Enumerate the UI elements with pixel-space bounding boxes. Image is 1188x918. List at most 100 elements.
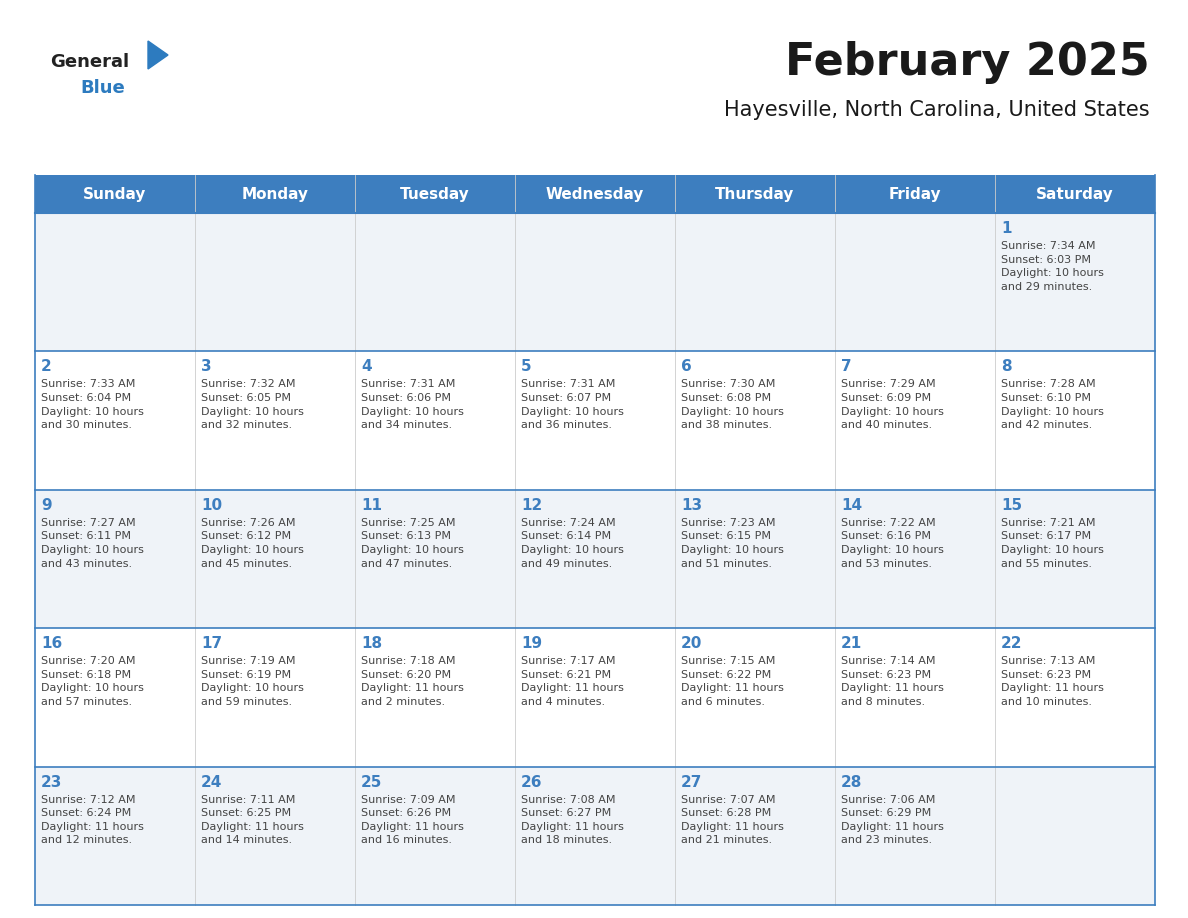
Text: Hayesville, North Carolina, United States: Hayesville, North Carolina, United State… — [725, 100, 1150, 120]
Bar — [675, 767, 835, 905]
Text: 21: 21 — [841, 636, 862, 651]
Bar — [516, 490, 675, 628]
Text: 8: 8 — [1001, 360, 1012, 375]
Bar — [34, 767, 195, 905]
Text: Sunrise: 7:07 AM
Sunset: 6:28 PM
Daylight: 11 hours
and 21 minutes.: Sunrise: 7:07 AM Sunset: 6:28 PM Dayligh… — [681, 795, 784, 845]
Bar — [516, 213, 675, 352]
Text: 15: 15 — [1001, 498, 1022, 513]
Text: 4: 4 — [361, 360, 372, 375]
Text: Tuesday: Tuesday — [400, 186, 470, 201]
Bar — [996, 628, 1155, 767]
Bar — [516, 175, 675, 213]
Text: Sunrise: 7:22 AM
Sunset: 6:16 PM
Daylight: 10 hours
and 53 minutes.: Sunrise: 7:22 AM Sunset: 6:16 PM Dayligh… — [841, 518, 944, 568]
Text: 23: 23 — [42, 775, 63, 789]
Text: Blue: Blue — [80, 79, 125, 97]
Text: 26: 26 — [522, 775, 543, 789]
Text: Sunrise: 7:14 AM
Sunset: 6:23 PM
Daylight: 11 hours
and 8 minutes.: Sunrise: 7:14 AM Sunset: 6:23 PM Dayligh… — [841, 656, 944, 707]
Text: Sunrise: 7:30 AM
Sunset: 6:08 PM
Daylight: 10 hours
and 38 minutes.: Sunrise: 7:30 AM Sunset: 6:08 PM Dayligh… — [681, 379, 784, 431]
Text: General: General — [50, 53, 129, 71]
Text: Friday: Friday — [889, 186, 941, 201]
Text: Sunrise: 7:06 AM
Sunset: 6:29 PM
Daylight: 11 hours
and 23 minutes.: Sunrise: 7:06 AM Sunset: 6:29 PM Dayligh… — [841, 795, 944, 845]
Bar — [675, 352, 835, 490]
Bar — [996, 175, 1155, 213]
Bar — [996, 490, 1155, 628]
Text: Sunrise: 7:17 AM
Sunset: 6:21 PM
Daylight: 11 hours
and 4 minutes.: Sunrise: 7:17 AM Sunset: 6:21 PM Dayligh… — [522, 656, 624, 707]
Bar — [516, 767, 675, 905]
Text: 1: 1 — [1001, 221, 1011, 236]
Bar — [516, 628, 675, 767]
Text: Thursday: Thursday — [715, 186, 795, 201]
Text: Sunrise: 7:20 AM
Sunset: 6:18 PM
Daylight: 10 hours
and 57 minutes.: Sunrise: 7:20 AM Sunset: 6:18 PM Dayligh… — [42, 656, 144, 707]
Text: 11: 11 — [361, 498, 383, 513]
Bar — [355, 767, 516, 905]
Text: Monday: Monday — [241, 186, 309, 201]
Bar — [34, 490, 195, 628]
Text: 5: 5 — [522, 360, 531, 375]
Text: Sunrise: 7:18 AM
Sunset: 6:20 PM
Daylight: 11 hours
and 2 minutes.: Sunrise: 7:18 AM Sunset: 6:20 PM Dayligh… — [361, 656, 463, 707]
Bar — [355, 628, 516, 767]
Text: 25: 25 — [361, 775, 383, 789]
Text: 18: 18 — [361, 636, 383, 651]
Text: Sunrise: 7:28 AM
Sunset: 6:10 PM
Daylight: 10 hours
and 42 minutes.: Sunrise: 7:28 AM Sunset: 6:10 PM Dayligh… — [1001, 379, 1104, 431]
Bar — [195, 490, 355, 628]
Text: 28: 28 — [841, 775, 862, 789]
Text: Sunrise: 7:31 AM
Sunset: 6:06 PM
Daylight: 10 hours
and 34 minutes.: Sunrise: 7:31 AM Sunset: 6:06 PM Dayligh… — [361, 379, 463, 431]
Text: Wednesday: Wednesday — [545, 186, 644, 201]
Text: 27: 27 — [681, 775, 702, 789]
Text: 14: 14 — [841, 498, 862, 513]
Bar — [355, 352, 516, 490]
Bar — [835, 767, 996, 905]
Text: 3: 3 — [201, 360, 211, 375]
Text: February 2025: February 2025 — [785, 40, 1150, 84]
Bar — [835, 490, 996, 628]
Text: Sunrise: 7:33 AM
Sunset: 6:04 PM
Daylight: 10 hours
and 30 minutes.: Sunrise: 7:33 AM Sunset: 6:04 PM Dayligh… — [42, 379, 144, 431]
Text: Sunrise: 7:27 AM
Sunset: 6:11 PM
Daylight: 10 hours
and 43 minutes.: Sunrise: 7:27 AM Sunset: 6:11 PM Dayligh… — [42, 518, 144, 568]
Bar — [34, 213, 195, 352]
Text: 7: 7 — [841, 360, 852, 375]
Text: Sunrise: 7:25 AM
Sunset: 6:13 PM
Daylight: 10 hours
and 47 minutes.: Sunrise: 7:25 AM Sunset: 6:13 PM Dayligh… — [361, 518, 463, 568]
Text: Sunrise: 7:08 AM
Sunset: 6:27 PM
Daylight: 11 hours
and 18 minutes.: Sunrise: 7:08 AM Sunset: 6:27 PM Dayligh… — [522, 795, 624, 845]
Text: 16: 16 — [42, 636, 62, 651]
Text: Sunrise: 7:15 AM
Sunset: 6:22 PM
Daylight: 11 hours
and 6 minutes.: Sunrise: 7:15 AM Sunset: 6:22 PM Dayligh… — [681, 656, 784, 707]
Bar — [355, 213, 516, 352]
Bar — [195, 213, 355, 352]
Bar — [355, 175, 516, 213]
Bar — [835, 213, 996, 352]
Bar — [516, 352, 675, 490]
Bar — [34, 175, 195, 213]
Text: Sunrise: 7:19 AM
Sunset: 6:19 PM
Daylight: 10 hours
and 59 minutes.: Sunrise: 7:19 AM Sunset: 6:19 PM Dayligh… — [201, 656, 304, 707]
Bar — [675, 213, 835, 352]
Bar — [195, 628, 355, 767]
Text: Sunday: Sunday — [83, 186, 146, 201]
Bar — [675, 490, 835, 628]
Text: 13: 13 — [681, 498, 702, 513]
Text: 2: 2 — [42, 360, 52, 375]
Text: Sunrise: 7:31 AM
Sunset: 6:07 PM
Daylight: 10 hours
and 36 minutes.: Sunrise: 7:31 AM Sunset: 6:07 PM Dayligh… — [522, 379, 624, 431]
Text: 24: 24 — [201, 775, 222, 789]
Text: Sunrise: 7:12 AM
Sunset: 6:24 PM
Daylight: 11 hours
and 12 minutes.: Sunrise: 7:12 AM Sunset: 6:24 PM Dayligh… — [42, 795, 144, 845]
Text: 10: 10 — [201, 498, 222, 513]
Text: Sunrise: 7:21 AM
Sunset: 6:17 PM
Daylight: 10 hours
and 55 minutes.: Sunrise: 7:21 AM Sunset: 6:17 PM Dayligh… — [1001, 518, 1104, 568]
Text: Sunrise: 7:09 AM
Sunset: 6:26 PM
Daylight: 11 hours
and 16 minutes.: Sunrise: 7:09 AM Sunset: 6:26 PM Dayligh… — [361, 795, 463, 845]
Bar — [355, 490, 516, 628]
Text: 17: 17 — [201, 636, 222, 651]
Text: Sunrise: 7:34 AM
Sunset: 6:03 PM
Daylight: 10 hours
and 29 minutes.: Sunrise: 7:34 AM Sunset: 6:03 PM Dayligh… — [1001, 241, 1104, 292]
Text: Sunrise: 7:11 AM
Sunset: 6:25 PM
Daylight: 11 hours
and 14 minutes.: Sunrise: 7:11 AM Sunset: 6:25 PM Dayligh… — [201, 795, 304, 845]
Bar — [835, 352, 996, 490]
Text: 19: 19 — [522, 636, 542, 651]
Text: 6: 6 — [681, 360, 691, 375]
Text: 12: 12 — [522, 498, 542, 513]
Bar — [34, 352, 195, 490]
Bar — [195, 352, 355, 490]
Bar — [835, 175, 996, 213]
Bar — [996, 767, 1155, 905]
Bar — [195, 175, 355, 213]
Text: Sunrise: 7:23 AM
Sunset: 6:15 PM
Daylight: 10 hours
and 51 minutes.: Sunrise: 7:23 AM Sunset: 6:15 PM Dayligh… — [681, 518, 784, 568]
Text: Saturday: Saturday — [1036, 186, 1114, 201]
Text: Sunrise: 7:32 AM
Sunset: 6:05 PM
Daylight: 10 hours
and 32 minutes.: Sunrise: 7:32 AM Sunset: 6:05 PM Dayligh… — [201, 379, 304, 431]
Text: Sunrise: 7:26 AM
Sunset: 6:12 PM
Daylight: 10 hours
and 45 minutes.: Sunrise: 7:26 AM Sunset: 6:12 PM Dayligh… — [201, 518, 304, 568]
Text: Sunrise: 7:29 AM
Sunset: 6:09 PM
Daylight: 10 hours
and 40 minutes.: Sunrise: 7:29 AM Sunset: 6:09 PM Dayligh… — [841, 379, 944, 431]
Bar — [675, 175, 835, 213]
Bar — [835, 628, 996, 767]
Text: Sunrise: 7:24 AM
Sunset: 6:14 PM
Daylight: 10 hours
and 49 minutes.: Sunrise: 7:24 AM Sunset: 6:14 PM Dayligh… — [522, 518, 624, 568]
